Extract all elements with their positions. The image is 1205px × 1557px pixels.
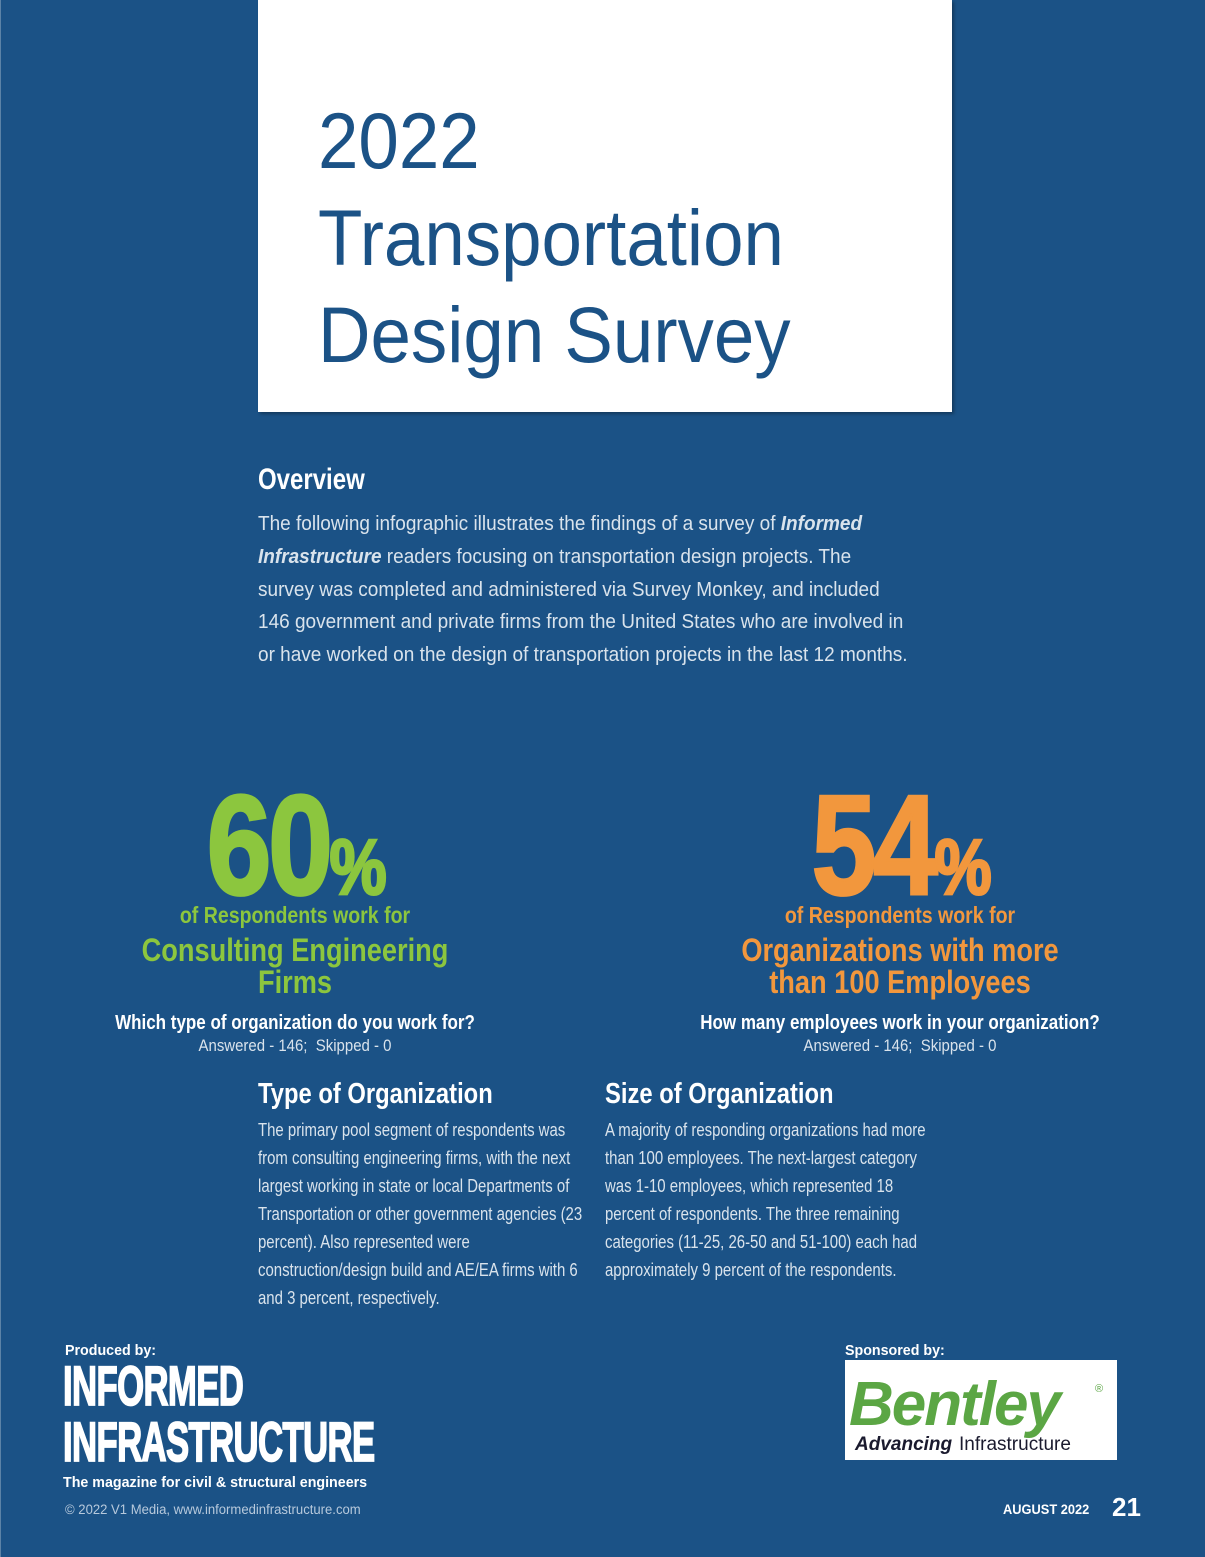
- svg-text:Infrastructure: Infrastructure: [959, 1434, 1071, 1455]
- svg-text:®: ®: [1095, 1383, 1103, 1395]
- svg-text:Bentley: Bentley: [849, 1370, 1064, 1439]
- svg-text:Advancing: Advancing: [854, 1434, 953, 1455]
